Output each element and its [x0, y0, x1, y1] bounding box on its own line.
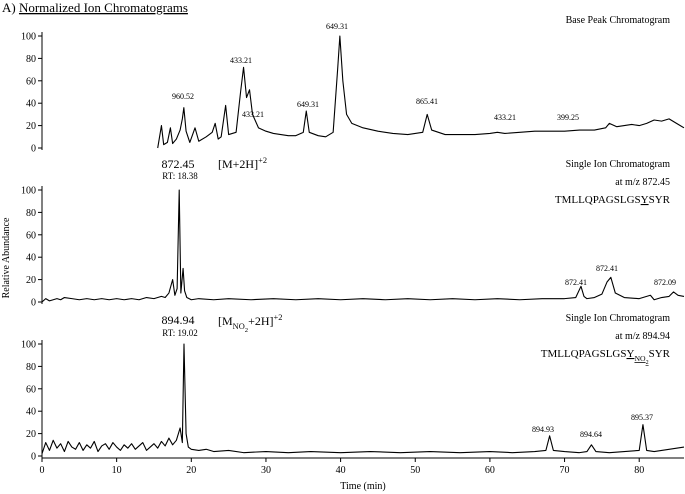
y-tick-label: 0 — [31, 298, 36, 309]
y-tick-label: 80 — [26, 54, 36, 65]
x-tick-label: 80 — [634, 465, 644, 476]
panel-label: Single Ion Chromatogram — [566, 313, 671, 324]
x-tick-label: 70 — [560, 465, 570, 476]
text-part: SYR — [649, 194, 671, 206]
text-part: +2H] — [248, 314, 273, 328]
text-part: TMLLQPAGSLGS — [555, 194, 641, 206]
panel-label: Single Ion Chromatogram — [566, 159, 671, 170]
panel-subtitle: at m/z 872.45 — [615, 177, 670, 188]
y-tick-label: 40 — [26, 99, 36, 110]
title-prefix: A) — [2, 0, 16, 15]
text-part: 2 — [245, 327, 248, 334]
peak-annotation: 872.41 — [596, 264, 618, 273]
peak-annotation: 433.21 — [242, 110, 264, 119]
x-tick-label: 10 — [112, 465, 122, 476]
text-part: [M — [218, 314, 233, 328]
y-tick-label: 20 — [26, 429, 36, 440]
ion-label: [MNO2+2H]+2 — [218, 313, 282, 334]
text-part: Y — [641, 194, 649, 206]
y-tick-label: 60 — [26, 384, 36, 395]
figure-title: A) Normalized Ion Chromatograms — [2, 0, 188, 15]
y-tick-label: 80 — [26, 362, 36, 373]
peak-annotation: 433.21 — [494, 113, 516, 122]
text-part: 2 — [646, 360, 649, 366]
x-tick-label: 20 — [186, 465, 196, 476]
peptide-sequence: TMLLQPAGSLGSYSYR — [555, 194, 671, 206]
panel-subtitle: at m/z 894.94 — [615, 331, 670, 342]
peak-annotation: 399.25 — [557, 113, 579, 122]
y-tick-label: 60 — [26, 230, 36, 241]
peak-rt: RT: 19.02 — [162, 328, 198, 338]
peptide-sequence: TMLLQPAGSLGSYNO2SYR — [541, 348, 671, 366]
peak-annotation: 872.41 — [565, 278, 587, 287]
trace — [41, 343, 685, 454]
peak-annotation: 433.21 — [230, 56, 252, 65]
peak-annotation: 894.64 — [580, 430, 602, 439]
title-text: Normalized Ion Chromatograms — [19, 0, 188, 15]
peak-annotation: 649.31 — [297, 100, 319, 109]
peak-annotation: 872.09 — [654, 278, 676, 287]
y-axis-label: Relative Abundance — [1, 217, 12, 298]
peak-rt: RT: 18.38 — [162, 171, 198, 181]
trace — [157, 35, 685, 149]
y-tick-label: 20 — [26, 275, 36, 286]
text-part: NO — [233, 322, 245, 331]
x-tick-label: 60 — [485, 465, 495, 476]
peak-annotation: 895.37 — [631, 413, 653, 422]
x-tick-label: 50 — [410, 465, 420, 476]
y-tick-label: 40 — [26, 253, 36, 264]
trace — [41, 189, 685, 303]
y-tick-label: 20 — [26, 121, 36, 132]
x-axis-label: Time (min) — [340, 481, 385, 492]
y-tick-label: 0 — [31, 144, 36, 155]
ion-label: [M+2H]+2 — [218, 156, 267, 171]
y-tick-label: 100 — [21, 340, 36, 351]
y-tick-label: 40 — [26, 407, 36, 418]
text-part: +2 — [274, 313, 283, 322]
text-part: TMLLQPAGSLGS — [541, 348, 627, 360]
peak-label: 872.45 — [162, 157, 195, 171]
peak-label: 894.94 — [162, 313, 195, 327]
peak-annotation: 865.41 — [416, 97, 438, 106]
peak-annotation: 649.31 — [326, 22, 348, 31]
x-tick-label: 30 — [261, 465, 271, 476]
text-part: Y — [627, 348, 635, 360]
x-tick-label: 0 — [40, 465, 45, 476]
y-tick-label: 60 — [26, 76, 36, 87]
x-tick-label: 40 — [336, 465, 346, 476]
y-tick-label: 80 — [26, 208, 36, 219]
peak-annotation: 894.93 — [532, 425, 554, 434]
y-tick-label: 100 — [21, 32, 36, 43]
text-part: SYR — [649, 348, 671, 360]
y-tick-label: 0 — [31, 452, 36, 463]
text-part: +2 — [258, 156, 267, 165]
text-part: NO — [634, 354, 646, 363]
panel-label: Base Peak Chromatogram — [566, 15, 671, 26]
peak-annotation: 960.52 — [172, 92, 194, 101]
text-part: [M+2H] — [218, 157, 258, 171]
y-tick-label: 100 — [21, 186, 36, 197]
